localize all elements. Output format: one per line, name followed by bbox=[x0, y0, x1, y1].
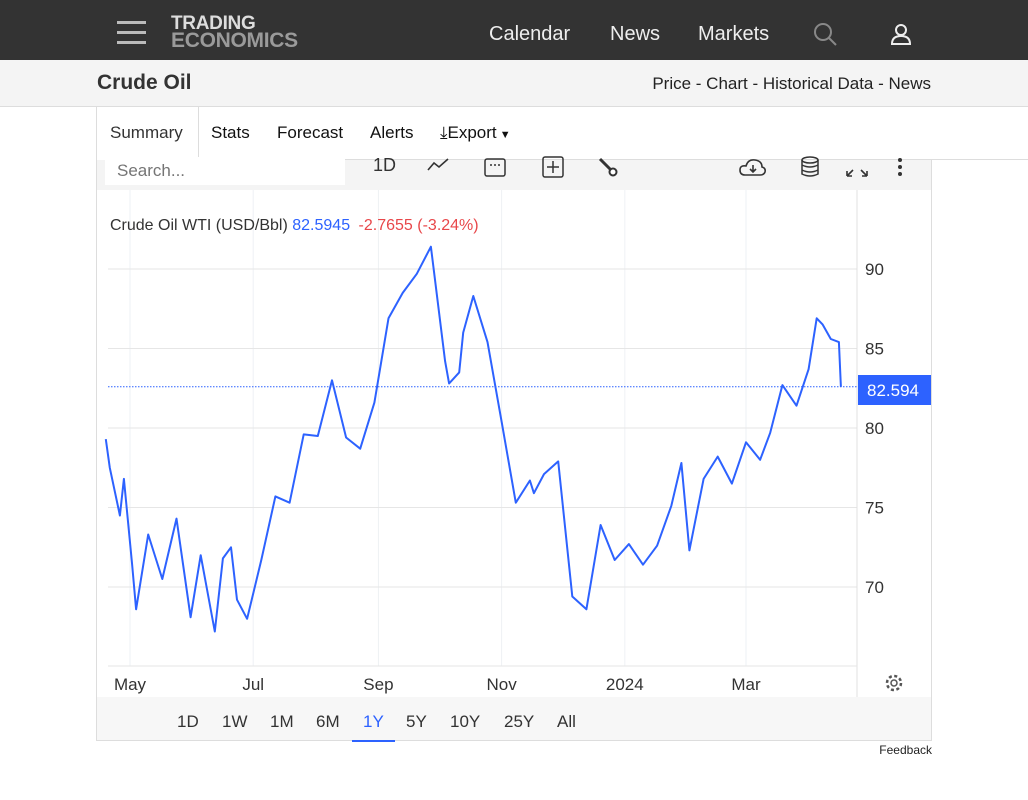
download-icon: ⤓ bbox=[440, 123, 448, 142]
export-label: Export bbox=[447, 123, 497, 142]
range-1y[interactable]: 1Y bbox=[352, 712, 395, 742]
top-bar bbox=[0, 0, 1028, 60]
x-tick-label: Sep bbox=[363, 675, 393, 694]
calendar-icon[interactable] bbox=[484, 156, 506, 178]
x-tick-label: Nov bbox=[487, 675, 518, 694]
x-tick-label: Mar bbox=[731, 675, 761, 694]
y-tick-label: 70 bbox=[865, 578, 884, 597]
range-1m[interactable]: 1M bbox=[270, 712, 294, 731]
add-icon[interactable] bbox=[542, 156, 564, 178]
price-series-line bbox=[104, 245, 842, 633]
range-5y[interactable]: 5Y bbox=[406, 712, 427, 731]
y-tick-label: 90 bbox=[865, 260, 884, 279]
y-tick-label: 75 bbox=[865, 499, 884, 518]
more-icon[interactable] bbox=[895, 156, 905, 178]
fullscreen-icon[interactable] bbox=[845, 156, 869, 178]
x-tick-label: Jul bbox=[242, 675, 264, 694]
range-6m[interactable]: 6M bbox=[316, 712, 340, 731]
caret-down-icon: ▼ bbox=[496, 129, 511, 141]
y-tick-label: 85 bbox=[865, 340, 884, 359]
search-icon[interactable] bbox=[813, 22, 839, 48]
cloud-download-icon[interactable] bbox=[739, 156, 767, 178]
range-1d[interactable]: 1D bbox=[177, 712, 199, 731]
y-tick-label: 80 bbox=[865, 419, 884, 438]
tab-bar bbox=[96, 107, 1028, 160]
range-1w[interactable]: 1W bbox=[222, 712, 248, 731]
user-icon[interactable] bbox=[889, 22, 913, 46]
range-10y[interactable]: 10Y bbox=[450, 712, 481, 731]
database-icon[interactable] bbox=[800, 156, 820, 178]
nav-markets[interactable]: Markets bbox=[698, 23, 770, 45]
legend-value: 82.5945 bbox=[292, 217, 351, 234]
x-tick-label: May bbox=[114, 675, 147, 694]
last-price-tag: 82.594 bbox=[858, 375, 931, 405]
nav-calendar[interactable]: Calendar bbox=[489, 23, 571, 45]
chart-legend: Crude Oil WTI (USD/Bbl) 82.5945 -2.7655 … bbox=[110, 217, 479, 235]
tab-summary[interactable]: Summary bbox=[96, 107, 199, 160]
range-25y[interactable]: 25Y bbox=[504, 712, 535, 731]
tab-forecast[interactable]: Forecast bbox=[277, 123, 344, 142]
legend-change: -2.7655 (-3.24%) bbox=[358, 217, 479, 234]
section-links[interactable]: Price - Chart - Historical Data - News bbox=[652, 74, 931, 93]
x-tick-label: 2024 bbox=[606, 675, 644, 694]
subheader bbox=[0, 60, 1028, 107]
search-input[interactable] bbox=[105, 157, 345, 185]
chart-container bbox=[96, 160, 932, 741]
legend-series-name: Crude Oil WTI (USD/Bbl) bbox=[110, 217, 288, 234]
tab-export[interactable]: ⤓Export ▼ bbox=[440, 123, 511, 143]
line-chart-icon[interactable] bbox=[426, 157, 450, 173]
logo-line2: ECONOMICS bbox=[171, 29, 298, 52]
range-bar bbox=[97, 697, 931, 740]
settings-gear-icon[interactable] bbox=[883, 672, 905, 694]
tab-stats[interactable]: Stats bbox=[211, 123, 250, 142]
range-all[interactable]: All bbox=[557, 712, 576, 731]
logo[interactable]: TRADING ECONOMICS bbox=[171, 13, 298, 52]
interval-selector[interactable]: 1D bbox=[373, 155, 397, 175]
wrench-icon[interactable] bbox=[597, 156, 619, 178]
page-title: Crude Oil bbox=[97, 71, 192, 94]
logo-line1: TRADING bbox=[171, 13, 256, 34]
nav-news[interactable]: News bbox=[610, 23, 661, 45]
feedback-link[interactable]: Feedback bbox=[879, 743, 932, 757]
tab-alerts[interactable]: Alerts bbox=[370, 123, 414, 142]
